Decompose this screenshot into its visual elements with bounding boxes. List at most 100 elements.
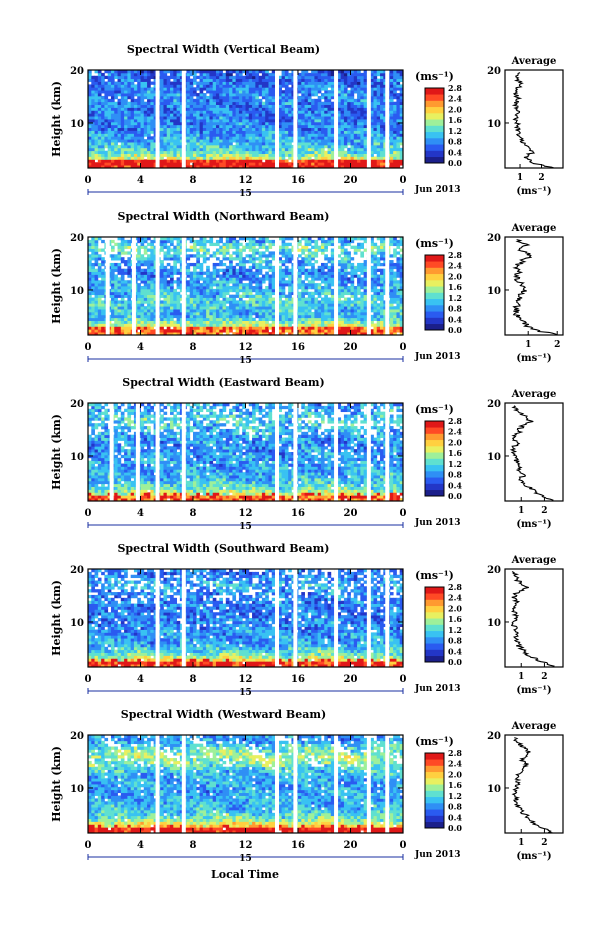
heatmap-cell xyxy=(150,320,155,324)
heatmap-cell xyxy=(229,162,233,166)
heatmap-cell xyxy=(307,130,312,134)
heatmap-cell xyxy=(343,90,348,94)
heatmap-cell xyxy=(376,81,381,85)
heatmap-cell xyxy=(91,84,95,88)
heatmap-cell xyxy=(380,139,384,143)
heatmap-cell xyxy=(117,326,122,330)
heatmap-cell xyxy=(278,317,282,321)
heatmap-cell xyxy=(209,113,214,117)
heatmap-cell xyxy=(370,136,374,140)
heatmap-cell xyxy=(166,297,171,301)
heatmap-cell xyxy=(179,162,184,166)
heatmap-cell xyxy=(176,133,181,137)
heatmap-cell xyxy=(268,107,273,111)
heatmap-cell xyxy=(173,329,177,333)
heatmap-cell xyxy=(124,136,128,140)
heatmap-cell xyxy=(215,127,220,131)
heatmap-cell xyxy=(314,150,319,154)
heatmap-cell xyxy=(130,162,135,166)
heatmap-cell xyxy=(186,139,191,143)
heatmap-cell xyxy=(337,84,342,88)
heatmap-cell xyxy=(380,294,384,298)
heatmap-cell xyxy=(88,320,92,324)
heatmap-cell xyxy=(393,90,397,94)
heatmap-cell xyxy=(170,159,174,163)
heatmap-cell xyxy=(271,107,276,111)
heatmap-cell xyxy=(120,136,125,140)
heatmap-cell xyxy=(143,70,148,74)
heatmap-cell xyxy=(150,116,155,120)
heatmap-cell xyxy=(252,101,256,105)
heatmap-cell xyxy=(173,124,177,129)
heatmap-cell xyxy=(261,113,266,117)
heatmap-cell xyxy=(117,136,122,140)
heatmap-cell xyxy=(248,104,253,108)
heatmap-cell xyxy=(317,84,322,88)
heatmap-cell xyxy=(130,93,135,97)
heatmap-cell xyxy=(314,116,319,120)
heatmap-cell xyxy=(140,147,145,152)
heatmap-cell xyxy=(91,309,95,313)
heatmap-cell xyxy=(399,104,403,108)
heatmap-cell xyxy=(245,300,250,304)
heatmap-cell xyxy=(114,288,118,293)
heatmap-cell xyxy=(189,286,194,290)
heatmap-cell xyxy=(304,75,309,80)
heatmap-cell xyxy=(101,121,105,126)
heatmap-cell xyxy=(288,107,292,111)
heatmap-cell xyxy=(133,153,138,157)
heatmap-cell xyxy=(232,130,237,134)
heatmap-cell xyxy=(107,119,112,123)
heatmap-cell xyxy=(258,317,263,321)
heatmap-cell xyxy=(373,162,378,166)
heatmap-cell xyxy=(222,127,227,131)
heatmap-cell xyxy=(238,119,243,123)
colorbar-tick-label: 0.8 xyxy=(448,137,462,147)
heatmap-cell xyxy=(337,303,342,307)
heatmap-cell xyxy=(261,78,266,82)
heatmap-cell xyxy=(307,107,312,111)
heatmap-cell xyxy=(393,119,397,123)
heatmap-cell xyxy=(304,98,309,103)
heatmap-cell xyxy=(304,136,309,140)
heatmap-cell xyxy=(307,98,312,103)
heatmap-cell xyxy=(343,110,348,114)
heatmap-cell xyxy=(370,93,374,97)
heatmap-cell xyxy=(383,87,387,91)
heatmap-cell xyxy=(202,113,207,117)
heatmap-cell xyxy=(173,323,177,327)
heatmap-cell xyxy=(314,144,319,149)
heatmap-cell xyxy=(311,326,315,330)
heatmap-cell xyxy=(340,306,345,310)
heatmap-cell xyxy=(160,110,164,114)
heatmap-cell xyxy=(206,136,210,140)
heatmap-cell xyxy=(107,133,112,137)
heatmap-cell xyxy=(232,144,237,149)
heatmap-cell xyxy=(258,162,263,166)
heatmap-cell xyxy=(265,72,269,77)
heatmap-cell xyxy=(327,165,332,168)
heatmap-cell xyxy=(110,326,115,330)
heatmap-cell xyxy=(97,150,102,154)
heatmap-cell xyxy=(314,300,319,304)
heatmap-cell xyxy=(343,311,348,316)
heatmap-cell xyxy=(238,323,243,327)
heatmap-cell xyxy=(393,162,397,166)
heatmap-cell xyxy=(363,323,368,327)
heatmap-cell xyxy=(212,311,217,316)
heatmap-cell xyxy=(225,297,230,301)
heatmap-cell xyxy=(222,286,227,290)
heatmap-cell xyxy=(370,116,374,120)
heatmap-cell xyxy=(245,288,250,293)
heatmap-cell xyxy=(163,309,168,313)
heatmap-cell xyxy=(281,84,286,88)
heatmap-cell xyxy=(212,153,217,157)
heatmap-cell xyxy=(271,119,276,123)
heatmap-cell xyxy=(170,84,174,88)
heatmap-cell xyxy=(252,317,256,321)
heatmap-cell xyxy=(140,165,145,168)
heatmap-cell xyxy=(291,309,296,313)
heatmap-cell xyxy=(114,291,118,296)
heatmap-cell xyxy=(97,162,102,166)
heatmap-cell xyxy=(110,78,115,82)
